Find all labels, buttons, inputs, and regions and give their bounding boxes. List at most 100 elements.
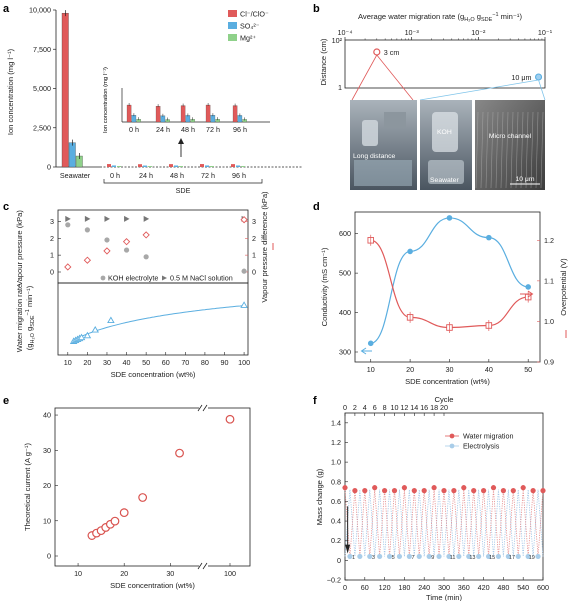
panel-c-nacl-point xyxy=(143,215,150,222)
panel-f-ytick-label: 1.4 xyxy=(331,418,341,427)
panel-c-xtick-label: 20 xyxy=(83,358,91,367)
panel-b-ytick-label: 1 xyxy=(338,83,342,92)
panel-c-xtick-label: 100 xyxy=(238,358,250,367)
panel-f-electrolysis-point xyxy=(535,553,541,560)
panel-f-electrolysis-point xyxy=(515,553,521,560)
panel-c-unit-part: −1 xyxy=(25,309,31,315)
panel-a-bar-sde xyxy=(138,164,142,167)
panel-c-top: 0 0 1 1 2 2 3 3 Vapour pressure (kPa) Vapour pres… xyxy=(15,191,274,303)
panel-d-xtick-label: 10 xyxy=(367,365,375,374)
panel-f-top-label: Cycle xyxy=(435,395,454,404)
panel-b-photo-texture xyxy=(520,111,524,189)
panel-a-xtick-label: 72 h xyxy=(201,171,215,180)
panel-d-conductivity-point xyxy=(525,284,531,290)
panel-f-electrolysis-point xyxy=(347,553,353,560)
panel-c-y2tick-label: 1 xyxy=(252,251,256,260)
panel-e-point xyxy=(119,508,129,518)
panel-f-electrolysis-point xyxy=(476,553,482,560)
panel-f-electrolysis-point xyxy=(406,553,412,560)
panel-c-xtick-label: 80 xyxy=(201,358,209,367)
panel-c-diff-point xyxy=(83,256,92,264)
panel-a-legend-label: SO₄²⁻ xyxy=(240,22,260,31)
panel-a-inset-bar xyxy=(126,104,132,123)
panel-a-bar-sde xyxy=(210,166,214,167)
panel-c-rate-point xyxy=(83,331,92,339)
panel-b-photo-texture xyxy=(510,111,514,189)
panel-b-photo-label: KOH xyxy=(437,129,452,136)
panel-d-conductivity-point xyxy=(367,340,374,347)
panel-c-diff-point xyxy=(122,238,131,246)
panel-f-electrolysis-zigzag xyxy=(344,489,544,557)
panel-b-point-label: 10 μm xyxy=(511,73,531,82)
panel-a-sde-bracket xyxy=(103,179,263,184)
panel-f-top-tick-label: 12 xyxy=(400,403,408,412)
panel-a-ytick-label: 7,500 xyxy=(33,45,51,54)
panel-c-legend-label: KOH electrolyte xyxy=(108,274,158,283)
panel-c-koh-point xyxy=(143,254,149,260)
panel-b-connector-blue xyxy=(419,79,546,101)
panel-d-ytick-label: 300 xyxy=(339,348,351,357)
panel-c-unit-part: (g xyxy=(25,343,34,350)
panel-a-inset-xlabel: 48 h xyxy=(181,125,195,134)
panel-a-sde-label: SDE xyxy=(176,186,191,195)
panel-a-ylabel: Ion concentration (mg l⁻¹) xyxy=(6,48,15,135)
panel-f-electrolysis-point xyxy=(386,553,393,560)
panel-a-label: a xyxy=(3,3,10,15)
panel-f-electrolysis-point xyxy=(466,553,472,560)
panel-b-point-label: 3 cm xyxy=(384,48,400,57)
panel-f-cycle-label: 3 xyxy=(372,555,375,561)
panel-a-xtick-label: 24 h xyxy=(139,171,153,180)
panel-c-diff-point xyxy=(103,247,111,255)
panel-f-ytick-label: 0.4 xyxy=(331,517,341,526)
panel-c-rate-point xyxy=(91,325,99,333)
panel-f-top-tick-label: 6 xyxy=(373,403,377,412)
panel-c-unit-part: SDE xyxy=(30,315,36,327)
panel-b-photo-bottle xyxy=(362,120,378,146)
panel-f-legend-water-swatch xyxy=(449,433,455,439)
panel-f-electrolysis-point xyxy=(396,553,403,560)
panel-b-photo-texture xyxy=(525,111,529,189)
panel-c-rate-point xyxy=(107,316,115,324)
panel-e-xtick-label: 100 xyxy=(224,569,236,578)
panel-b-photo-texture xyxy=(500,111,504,189)
panel-e-point xyxy=(175,448,184,458)
panel-e-break-mask-top xyxy=(199,404,208,412)
panel-a-bar-sde xyxy=(205,165,209,167)
panel-a-inset-bar xyxy=(180,105,186,123)
panel-c-bottom-ylabel: Water migration rate xyxy=(15,284,24,353)
panel-a-xtick-label: Seawater xyxy=(60,171,91,180)
panel-c: c 0 0 1 1 2 2 3 3 Vapour pressure (kPa) Vapour pr… xyxy=(3,191,274,379)
panel-a-bar-sde xyxy=(241,166,245,167)
panel-b-connector-red xyxy=(351,54,414,101)
panel-b-photo-texture xyxy=(505,111,509,189)
panel-f-top-tick-label: 2 xyxy=(353,403,357,412)
panel-b-photo-vial xyxy=(432,112,458,152)
panel-a-ytick-label: 5,000 xyxy=(33,84,51,93)
panel-a-inset-bar xyxy=(155,106,161,123)
panel-b-point-3cm xyxy=(373,48,381,56)
panel-e-xtick-label: 30 xyxy=(166,569,174,578)
panel-c-unit-part: min⁻¹) xyxy=(25,285,34,309)
panel-f-top-tick-label: 10 xyxy=(391,403,399,412)
panel-e-ytick-label: 10 xyxy=(43,516,51,525)
panel-c-koh-point xyxy=(104,237,110,243)
panel-a-bar-sde xyxy=(174,165,178,167)
panel-b-photo-texture xyxy=(530,111,534,189)
panel-f-water-point xyxy=(481,488,487,494)
panel-f-water-point xyxy=(352,488,358,494)
panel-c-rate-point xyxy=(77,333,86,341)
panel-c-bottom-ylabel-units: (gH₂O gSDE−1 min⁻¹) xyxy=(25,285,36,350)
panel-a-bar-sde xyxy=(231,164,235,167)
panel-b-photo-clamp xyxy=(384,112,406,128)
panel-c-legend-koh-swatch xyxy=(100,275,106,281)
panel-f-water-point xyxy=(342,485,348,491)
panel-b-photo-texture xyxy=(480,111,484,189)
panel-f-electrolysis-point xyxy=(495,553,502,560)
panel-f-ytick-label: 1.2 xyxy=(331,438,341,447)
panel-f-electrolysis-point xyxy=(426,553,432,560)
panel-b-photo-micro xyxy=(475,100,545,190)
panel-f-ytick-label: 0.8 xyxy=(331,477,341,486)
panel-a-bar-sde xyxy=(169,164,173,167)
panel-e-break-mask xyxy=(199,562,208,570)
panel-b-xtick-label: 10⁻⁴ xyxy=(338,28,353,37)
